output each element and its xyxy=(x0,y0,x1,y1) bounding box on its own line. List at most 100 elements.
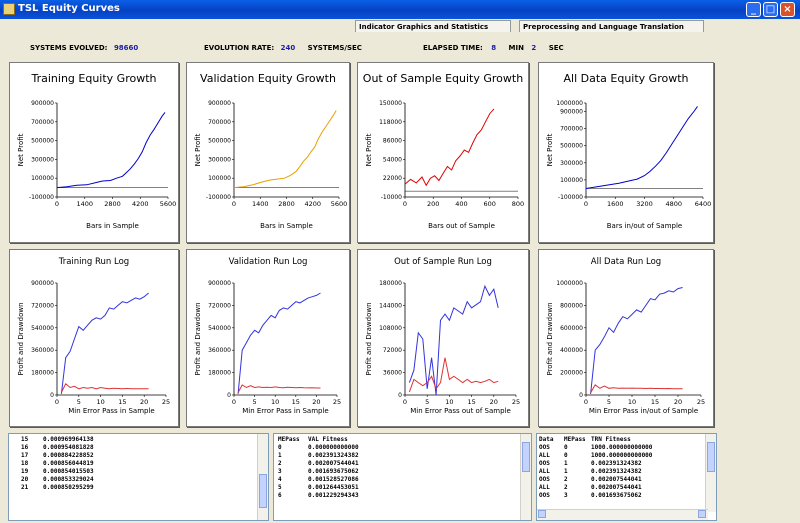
y-tick-label: 300000 xyxy=(31,156,54,163)
y-tick-label: 700000 xyxy=(31,119,54,126)
log-cell: 17 xyxy=(21,452,29,459)
evolution-rate-label: EVOLUTION RATE: xyxy=(204,44,275,52)
x-tick-label: 10 xyxy=(96,398,104,406)
y-tick-label: 180000 xyxy=(31,370,54,377)
scroll-thumb[interactable] xyxy=(707,442,715,472)
log-cell: 2 xyxy=(564,484,568,491)
log-cell: OOS xyxy=(539,476,550,483)
log-cell: 0.001229294343 xyxy=(308,492,359,499)
chart-title: All Data Run Log xyxy=(591,257,661,267)
x-tick-label: 200 xyxy=(427,200,439,208)
maximize-button[interactable]: □ xyxy=(763,2,778,17)
y-axis-label: Net Profit xyxy=(17,133,25,166)
x-tick-label: 1400 xyxy=(252,200,269,208)
x-axis-label: Bars in Sample xyxy=(86,222,139,230)
x-tick-label: 25 xyxy=(333,398,341,406)
scroll-thumb[interactable] xyxy=(522,442,530,472)
chart-title: All Data Equity Growth xyxy=(564,72,689,85)
scroll-thumb[interactable] xyxy=(259,474,267,508)
y-tick-label: 900000 xyxy=(208,280,231,287)
validation-log-scrollbar[interactable] xyxy=(520,434,531,520)
y-tick-label: 0 xyxy=(579,392,583,399)
training-log-list[interactable]: 150.000969964138692325.0069649.98743160.… xyxy=(8,433,269,521)
y-tick-label: 72000 xyxy=(383,347,402,354)
y-tick-label: 86000 xyxy=(383,138,402,145)
elapsed-value: 8 xyxy=(491,44,497,52)
close-button[interactable]: × xyxy=(780,2,795,17)
x-tick-label: 5 xyxy=(77,398,81,406)
scroll-right-arrow[interactable] xyxy=(698,510,706,518)
chart-panel-oos-equity: Out of Sample Equity Growth Bars out of S… xyxy=(357,62,529,243)
log-cell: MEPass xyxy=(564,436,586,443)
training-log-scrollbar[interactable] xyxy=(257,434,268,520)
training-log-rows: 150.000969964138692325.0069649.98743160.… xyxy=(9,434,268,520)
x-tick-label: 400 xyxy=(455,200,467,208)
scroll-left-arrow[interactable] xyxy=(538,510,546,518)
log-cell: 0 xyxy=(278,444,282,451)
min-value: 2 xyxy=(531,44,537,52)
x-tick-label: 4800 xyxy=(665,200,682,208)
y-tick-label: 118000 xyxy=(379,119,402,126)
elapsed-time-label: ELAPSED TIME: xyxy=(423,44,483,52)
chart-panel-oos-runlog: Out of Sample Run Log Min Error Pass out … xyxy=(357,249,529,427)
y-tick-label: 0 xyxy=(398,392,402,399)
y-tick-label: 500000 xyxy=(208,138,231,145)
log-cell: VAL Fitness xyxy=(308,436,348,443)
y-tick-label: 180000 xyxy=(379,280,402,287)
y-tick-label: 1000000 xyxy=(556,100,583,107)
chart-training-equity: Training Equity Growth Bars in Sample Net … xyxy=(17,72,177,230)
y-axis-label: Profit and Drawdown xyxy=(365,302,373,375)
log-cell: 19 xyxy=(21,468,29,475)
y-tick-label: 144000 xyxy=(379,302,402,309)
evolution-rate-unit: SYSTEMS/SEC xyxy=(307,44,362,52)
x-tick-label: 15 xyxy=(467,398,475,406)
series-line-1 xyxy=(408,284,499,396)
minimize-button[interactable]: _ xyxy=(746,2,761,17)
x-tick-label: 25 xyxy=(697,398,705,406)
x-tick-label: 0 xyxy=(403,398,407,406)
chart-title: Training Equity Growth xyxy=(31,72,157,85)
series-line-2 xyxy=(237,384,321,393)
oos-log-hscrollbar[interactable] xyxy=(537,509,708,520)
x-axis-label: Min Error Pass in Sample xyxy=(242,407,329,415)
x-tick-label: 1400 xyxy=(76,200,93,208)
y-tick-label: 360000 xyxy=(208,347,231,354)
chart-all-data-runlog: All Data Run Log Min Error Pass in/out of… xyxy=(546,257,705,415)
log-cell: 2 xyxy=(564,476,568,483)
x-tick-label: 0 xyxy=(55,200,59,208)
log-cell: ALL xyxy=(539,452,550,459)
chart-title: Out of Sample Run Log xyxy=(394,257,492,267)
tab-indicator-graphics[interactable]: Indicator Graphics and Statistics xyxy=(355,20,511,32)
x-tick-label: 2800 xyxy=(278,200,295,208)
log-cell: 0.000850295299 xyxy=(43,484,94,491)
y-tick-label: 900000 xyxy=(31,280,54,287)
x-tick-label: 25 xyxy=(162,398,170,406)
app-icon xyxy=(3,3,15,15)
log-cell: 0.002391324382 xyxy=(591,468,642,475)
x-tick-label: 5 xyxy=(425,398,429,406)
log-cell: 18 xyxy=(21,460,29,467)
x-tick-label: 0 xyxy=(584,398,588,406)
tab-preprocessing[interactable]: Preprocessing and Language Translation xyxy=(519,20,704,32)
log-cell: 0 xyxy=(564,444,568,451)
systems-evolved-value: 98660 xyxy=(113,44,139,52)
x-tick-label: 5 xyxy=(607,398,611,406)
x-axis-label: Min Error Pass in Sample xyxy=(68,407,155,415)
x-tick-label: 6400 xyxy=(695,200,712,208)
x-tick-label: 5600 xyxy=(160,200,177,208)
x-tick-label: 15 xyxy=(118,398,126,406)
log-cell: Data xyxy=(539,436,554,443)
x-tick-label: 0 xyxy=(232,200,236,208)
log-cell: 0.000854015503 xyxy=(43,468,94,475)
y-tick-label: 1000000 xyxy=(556,280,583,287)
y-tick-label: 300000 xyxy=(208,156,231,163)
y-tick-label: 500000 xyxy=(560,143,583,150)
oos-log-scrollbar[interactable] xyxy=(705,434,716,512)
x-tick-label: 600 xyxy=(484,200,496,208)
y-axis-label: Profit and Drawdown xyxy=(546,302,554,375)
log-cell: 0.000000000000 xyxy=(308,444,359,451)
log-cell: 0.002007544041 xyxy=(591,476,642,483)
log-cell: 0.002391324382 xyxy=(308,452,359,459)
